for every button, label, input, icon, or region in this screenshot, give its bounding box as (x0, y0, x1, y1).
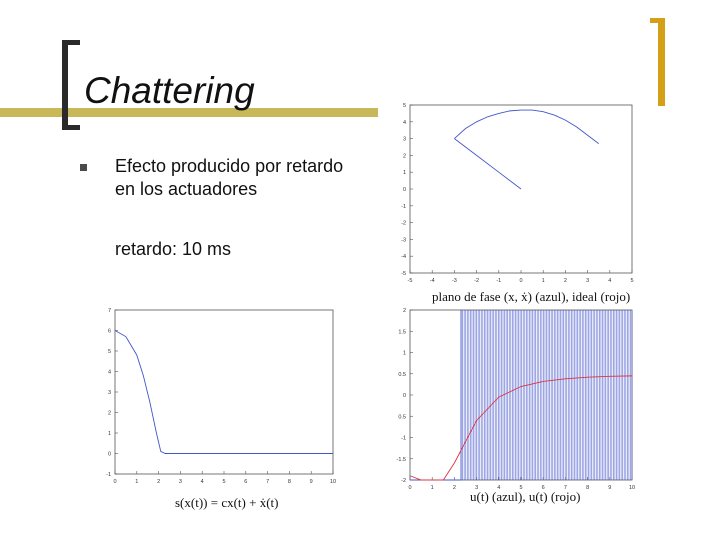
control-signal-ytick-label: 0 (403, 393, 406, 399)
sliding-surface-xtick-label: 3 (179, 479, 182, 485)
control-signal-ytick-label: 2 (403, 308, 406, 314)
phase-plane-xtick-label: 0 (519, 278, 522, 284)
phase-plane-ytick-label: 0 (403, 187, 406, 193)
control-signal-ytick-label: -1.5 (397, 457, 406, 463)
phase-plane-caption: plano de fase (x, ẋ) (azul), ideal (rojo… (432, 289, 631, 304)
sliding-surface-xtick-label: 6 (244, 479, 247, 485)
phase-plane-xtick-label: 5 (630, 278, 633, 284)
sliding-surface-xtick-label: 1 (135, 479, 138, 485)
phase-plane-ytick-label: 1 (403, 170, 406, 176)
control-signal-chatter-lines (460, 310, 633, 480)
control-signal-xtick-label: 1 (431, 485, 434, 490)
phase-plane-xtick-label: 1 (542, 278, 545, 284)
right-bracket-top (650, 18, 665, 23)
sliding-surface-ytick-label: 3 (108, 390, 111, 396)
sliding-surface-ytick-label: 5 (108, 349, 111, 355)
phase-plane-xtick-label: 2 (564, 278, 567, 284)
right-bracket-vertical (658, 18, 665, 106)
sliding-surface-ytick-label: 2 (108, 411, 111, 417)
left-bracket-top (62, 40, 80, 45)
phase-plane-series-0 (454, 109, 599, 144)
phase-plane-chart: -5 -4 -3 -2 -1 0 1 2 3 4 5 5 4 3 2 1 0 -1 -2 -3 -4 -5 (401, 103, 633, 284)
control-signal-ytick-label: 1 (403, 351, 406, 357)
delay-text: retardo: 10 ms (115, 239, 232, 259)
control-signal-ytick-label: 1.5 (398, 329, 406, 335)
control-signal-xtick-label: 3 (475, 485, 478, 490)
slide-title: Chattering (84, 70, 255, 111)
sliding-surface-xtick-label: 9 (310, 479, 313, 485)
sliding-surface-xtick-label: 5 (222, 479, 225, 485)
sliding-surface-ytick-label: -1 (106, 472, 111, 478)
control-signal-xtick-label: 8 (586, 485, 589, 490)
sliding-surface-ytick-label: 0 (108, 452, 111, 458)
control-signal-ytick-label: 0.5 (398, 414, 406, 420)
sliding-surface-xtick-label: 4 (201, 479, 204, 485)
control-signal-xtick-label: 5 (519, 485, 522, 490)
control-signal-control-pre (410, 310, 462, 481)
phase-plane-ytick-label: 2 (403, 153, 406, 159)
phase-plane-xtick-label: -2 (474, 278, 479, 284)
control-signal-frame (409, 309, 633, 481)
sliding-surface-ytick-label: 4 (108, 370, 111, 376)
phase-plane-ytick-label: 4 (403, 120, 406, 126)
bullet-marker (80, 164, 87, 171)
control-signal-ytick-label: -1 (401, 436, 406, 442)
sliding-surface-xtick-label: 10 (330, 479, 336, 485)
phase-plane-ytick-label: -2 (401, 221, 406, 227)
phase-plane-ytick-label: -5 (401, 271, 406, 277)
phase-plane-ytick-label: 3 (403, 137, 406, 143)
phase-plane-xtick-label: -3 (452, 278, 457, 284)
sliding-surface-ytick-label: 6 (108, 329, 111, 335)
phase-plane-ytick-label: -1 (401, 204, 406, 210)
control-signal-xtick-label: 4 (497, 485, 500, 490)
left-bracket-bottom (62, 125, 80, 130)
title-underline-bar (0, 108, 378, 117)
phase-plane-ytick-label: -4 (401, 254, 406, 260)
sliding-surface-xtick-label: 8 (288, 479, 291, 485)
phase-plane-xtick-label: -1 (496, 278, 501, 284)
bullet-text: Efecto producido por retardo en los actu… (115, 156, 344, 199)
control-signal-xtick-label: 9 (608, 485, 611, 490)
control-signal-xtick-label: 10 (629, 485, 635, 490)
sliding-surface-xtick-label: 2 (157, 479, 160, 485)
control-signal-series-0 (409, 375, 633, 481)
control-signal-caption: u(t) (azul), u(t) (rojo) (470, 489, 581, 504)
phase-plane-xtick-label: -5 (408, 278, 413, 284)
control-signal-xtick-label: 6 (542, 485, 545, 490)
left-bracket-vertical (62, 40, 68, 130)
sliding-surface-xtick-label: 7 (266, 479, 269, 485)
sliding-surface-caption: s(x(t)) = cx(t) + ẋ(t) (175, 495, 279, 510)
phase-plane-xtick-label: 4 (608, 278, 611, 284)
sliding-surface-series-0 (114, 330, 333, 454)
control-signal-xtick-label: 0 (408, 485, 411, 490)
control-signal-chart: 0 1 2 3 4 5 6 7 8 9 10 2 1.5 1 0.5 0 0.5 -1 -1.5 -2 (397, 308, 636, 490)
phase-plane-xtick-label: -4 (430, 278, 435, 284)
phase-plane-series-1 (454, 138, 522, 190)
control-signal-ytick-label: 0.5 (398, 372, 406, 378)
phase-plane-ytick-label: 5 (403, 103, 406, 109)
control-signal-xtick-label: 2 (453, 485, 456, 490)
control-signal-xtick-label: 7 (564, 485, 567, 490)
phase-plane-ytick-label: -3 (401, 237, 406, 243)
phase-plane-xtick-label: 3 (586, 278, 589, 284)
sliding-surface-xtick-label: 0 (113, 479, 116, 485)
sliding-surface-ytick-label: 1 (108, 431, 111, 437)
sliding-surface-ytick-label: 7 (108, 308, 111, 314)
control-signal-ytick-label: -2 (401, 478, 406, 484)
